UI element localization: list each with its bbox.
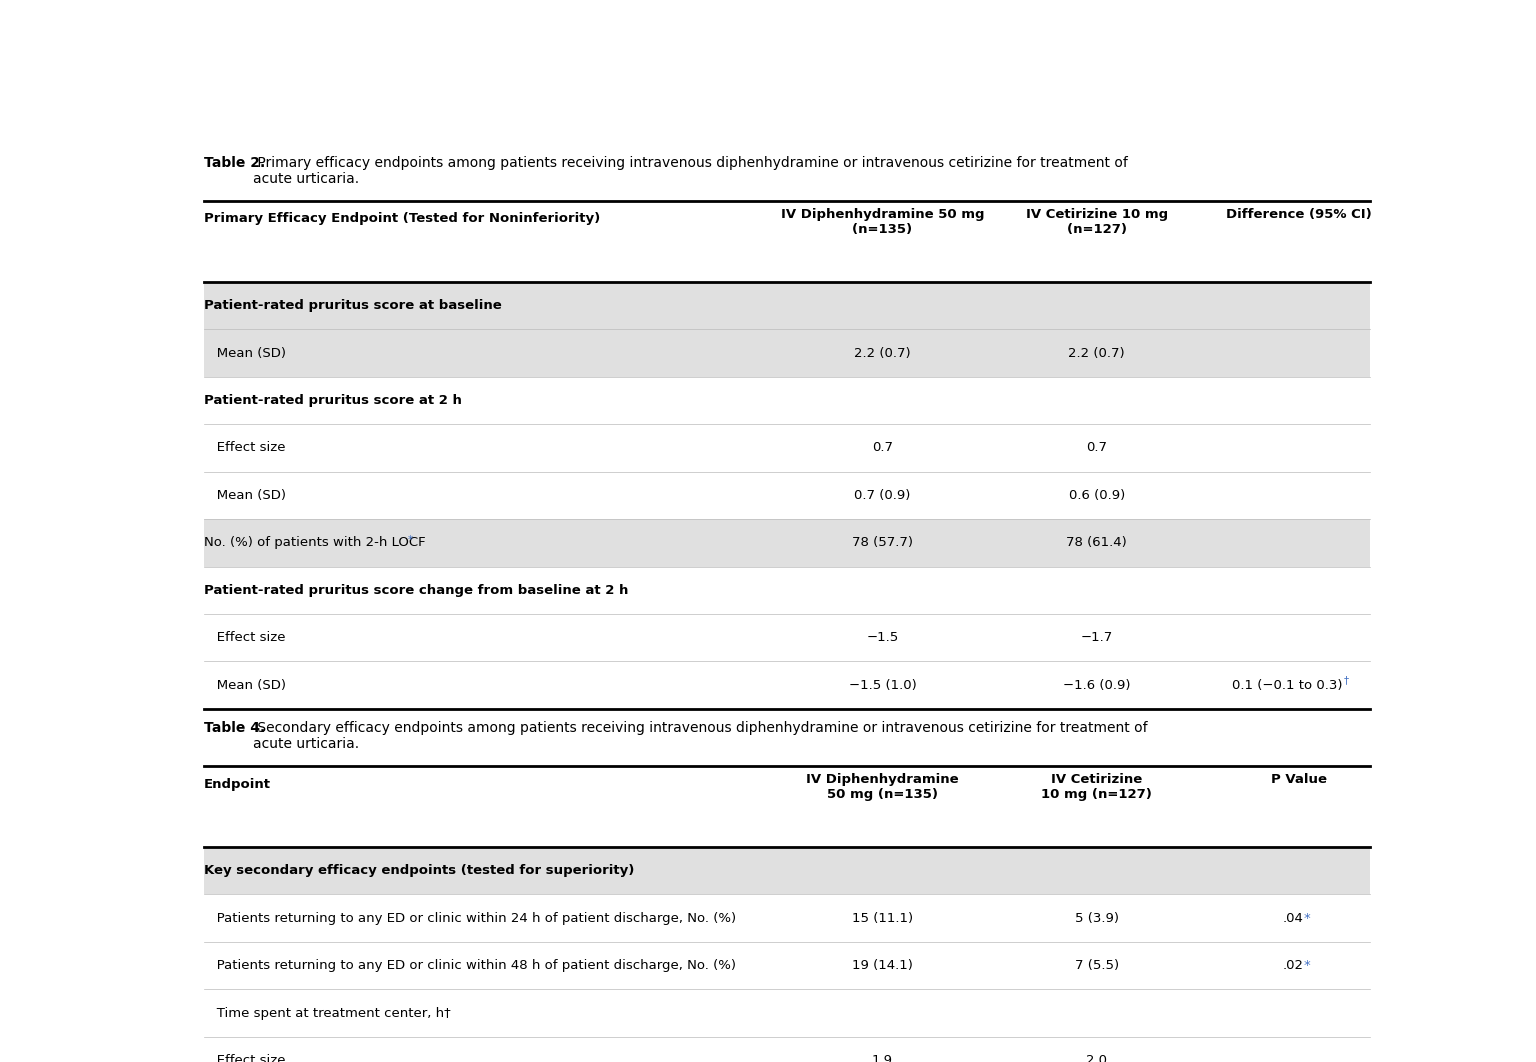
Text: Patient-rated pruritus score at baseline: Patient-rated pruritus score at baseline bbox=[204, 299, 502, 312]
Text: Patients returning to any ED or clinic within 48 h of patient discharge, No. (%): Patients returning to any ED or clinic w… bbox=[204, 959, 736, 972]
Text: 7 (5.5): 7 (5.5) bbox=[1075, 959, 1118, 972]
Bar bbox=[204, 329, 1370, 377]
Text: Table 2.: Table 2. bbox=[204, 156, 266, 170]
Text: Time spent at treatment center, h†: Time spent at treatment center, h† bbox=[204, 1007, 450, 1020]
Text: −1.5: −1.5 bbox=[866, 631, 899, 645]
Text: 0.1 (−0.1 to 0.3): 0.1 (−0.1 to 0.3) bbox=[1232, 679, 1342, 691]
Text: *: * bbox=[1303, 911, 1310, 925]
Text: Patient-rated pruritus score at 2 h: Patient-rated pruritus score at 2 h bbox=[204, 394, 462, 407]
Text: 0.6 (0.9): 0.6 (0.9) bbox=[1069, 489, 1124, 502]
Text: Patient-rated pruritus score change from baseline at 2 h: Patient-rated pruritus score change from… bbox=[204, 584, 628, 597]
Text: Primary Efficacy Endpoint (Tested for Noninferiority): Primary Efficacy Endpoint (Tested for No… bbox=[204, 212, 601, 225]
Text: −1.7: −1.7 bbox=[1081, 631, 1112, 645]
Text: 78 (61.4): 78 (61.4) bbox=[1066, 536, 1127, 549]
Text: 2.2 (0.7): 2.2 (0.7) bbox=[1069, 346, 1124, 360]
Text: Primary efficacy endpoints among patients receiving intravenous diphenhydramine : Primary efficacy endpoints among patient… bbox=[253, 156, 1129, 186]
Text: −1.5 (1.0): −1.5 (1.0) bbox=[848, 679, 917, 691]
Text: Patients returning to any ED or clinic within 24 h of patient discharge, No. (%): Patients returning to any ED or clinic w… bbox=[204, 911, 736, 925]
Text: Effect size: Effect size bbox=[204, 442, 286, 455]
Text: 78 (57.7): 78 (57.7) bbox=[852, 536, 912, 549]
Text: Table 4.: Table 4. bbox=[204, 721, 266, 735]
Text: 2.0: 2.0 bbox=[1086, 1054, 1107, 1062]
Text: −1.6 (0.9): −1.6 (0.9) bbox=[1063, 679, 1130, 691]
Text: 19 (14.1): 19 (14.1) bbox=[852, 959, 912, 972]
Text: 5 (3.9): 5 (3.9) bbox=[1075, 911, 1118, 925]
Text: 0.7 (0.9): 0.7 (0.9) bbox=[854, 489, 911, 502]
Text: 0.7: 0.7 bbox=[1086, 442, 1107, 455]
Text: 0.7: 0.7 bbox=[872, 442, 892, 455]
Text: IV Diphenhydramine 50 mg
(n⁠=⁠135): IV Diphenhydramine 50 mg (n⁠=⁠135) bbox=[780, 208, 985, 237]
Text: IV Cetirizine
10 mg (n⁠=⁠127): IV Cetirizine 10 mg (n⁠=⁠127) bbox=[1041, 773, 1152, 802]
Bar bbox=[204, 519, 1370, 566]
Text: Difference (95% CI): Difference (95% CI) bbox=[1226, 208, 1372, 221]
Text: Secondary efficacy endpoints among patients receiving intravenous diphenhydramin: Secondary efficacy endpoints among patie… bbox=[253, 721, 1147, 751]
Text: 15 (11.1): 15 (11.1) bbox=[852, 911, 912, 925]
Text: Mean (SD): Mean (SD) bbox=[204, 346, 286, 360]
Text: P Value: P Value bbox=[1272, 773, 1327, 787]
Text: Endpoint: Endpoint bbox=[204, 777, 270, 790]
Text: Mean (SD): Mean (SD) bbox=[204, 489, 286, 502]
Text: 1.9: 1.9 bbox=[872, 1054, 892, 1062]
Text: No. (%) of patients with 2-h LOCF: No. (%) of patients with 2-h LOCF bbox=[204, 536, 425, 549]
Bar bbox=[204, 847, 1370, 894]
Text: †: † bbox=[1344, 675, 1349, 685]
Text: IV Cetirizine 10 mg
(n⁠=⁠127): IV Cetirizine 10 mg (n⁠=⁠127) bbox=[1026, 208, 1167, 237]
Text: *: * bbox=[1303, 959, 1310, 972]
Text: .02: .02 bbox=[1283, 959, 1304, 972]
Text: Mean (SD): Mean (SD) bbox=[204, 679, 286, 691]
Text: Key secondary efficacy endpoints (tested for superiority): Key secondary efficacy endpoints (tested… bbox=[204, 864, 634, 877]
Text: 2.2 (0.7): 2.2 (0.7) bbox=[854, 346, 911, 360]
Text: *: * bbox=[409, 534, 413, 545]
Text: Effect size: Effect size bbox=[204, 1054, 286, 1062]
Bar bbox=[204, 282, 1370, 329]
Text: IV Diphenhydramine
50 mg (n⁠=⁠135): IV Diphenhydramine 50 mg (n⁠=⁠135) bbox=[806, 773, 958, 802]
Text: Effect size: Effect size bbox=[204, 631, 286, 645]
Text: .04: .04 bbox=[1283, 911, 1304, 925]
